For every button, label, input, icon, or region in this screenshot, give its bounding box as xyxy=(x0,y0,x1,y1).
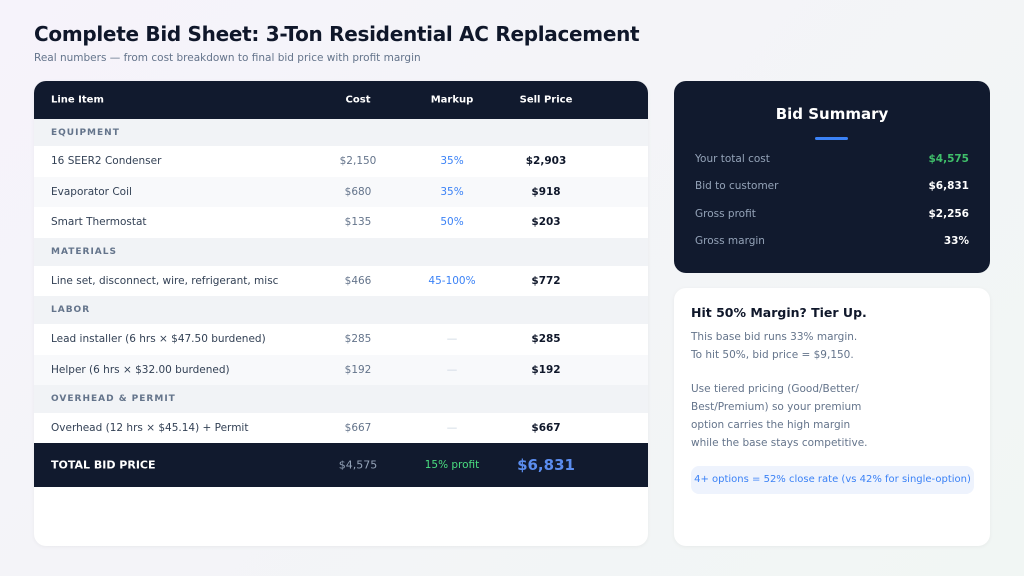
summary-row: Your total cost $4,575 xyxy=(695,153,969,165)
tip-line: option carries the high margin xyxy=(691,419,851,431)
tip-line: To hit 50%, bid price = $9,150. xyxy=(691,349,854,361)
column-header: Line Item xyxy=(51,94,104,106)
section-label: MATERIALS xyxy=(51,246,117,257)
section-label: EQUIPMENT xyxy=(51,127,120,138)
tip-line: Best/Premium) so your premium xyxy=(691,401,862,413)
accent-bar xyxy=(815,137,848,140)
section-label: OVERHEAD & PERMIT xyxy=(51,394,176,404)
summary-value: $6,831 xyxy=(928,180,969,193)
summary-card: Bid Summary Your total cost $4,575 Bid to … xyxy=(674,81,990,273)
total-cell: TOTAL BID PRICE xyxy=(51,458,156,472)
title: Complete Bid Sheet: 3-Ton Residential AC… xyxy=(34,22,640,46)
header-row: Line Item Cost Markup Sell Price xyxy=(34,81,648,119)
line-item-row: Smart Thermostat $135 50% $203 xyxy=(51,216,561,229)
line-item-row: Line set, disconnect, wire, refrigerant,… xyxy=(51,274,561,287)
callout: 4+ options = 52% close rate (vs 42% for … xyxy=(691,466,974,494)
cell: Overhead (12 hrs × $45.14) + Permit xyxy=(51,422,249,435)
bid-table: Line Item Cost Markup Sell Price EQUIPMENT 16… xyxy=(34,81,648,546)
section-row: LABOR xyxy=(34,296,648,324)
line-item-row: Helper (6 hrs × $32.00 burdened) $192— $19… xyxy=(34,354,648,385)
total-row: TOTAL BID PRICE $4,575 15% profit $6,831 xyxy=(34,443,648,487)
summary-value: 33% xyxy=(943,234,969,247)
cell: Smart Thermostat xyxy=(51,216,147,229)
summary-row: Gross margin 33% xyxy=(695,235,969,247)
line-item-row: Evaporator Coil $680 35% $918 xyxy=(34,176,648,207)
summary-title: Bid Summary xyxy=(775,105,889,123)
summary-label: Gross margin xyxy=(695,234,765,247)
tip-line: Use tiered pricing (Good/Better/ xyxy=(691,383,859,395)
section-row: EQUIPMENT xyxy=(34,119,648,146)
line-item-row: 16 SEER2 Condenser $2,150 35% $2,903 xyxy=(51,155,567,168)
tip-card: Hit 50% Margin? Tier Up. 4+ options = 52… xyxy=(674,288,990,546)
section-label: LABOR xyxy=(51,305,91,315)
cell: Evaporator Coil xyxy=(51,185,132,198)
subtitle: Real numbers — from cost breakdown to fi… xyxy=(34,52,421,64)
section-row: MATERIALS xyxy=(34,237,648,266)
cell: Line set, disconnect, wire, refrigerant,… xyxy=(51,274,279,287)
summary-label: Bid to customer xyxy=(695,180,779,193)
tip-line: This base bid runs 33% margin. xyxy=(691,331,858,343)
summary-label: Your total cost xyxy=(695,153,770,165)
tip-title: Hit 50% Margin? Tier Up. xyxy=(691,305,867,320)
cell: Lead installer (6 hrs × $47.50 burdened) xyxy=(51,333,266,346)
summary-value: $4,575 xyxy=(928,153,969,165)
line-item-row: Lead installer (6 hrs × $47.50 burdened)… xyxy=(51,333,561,346)
cell: Helper (6 hrs × $32.00 burdened) xyxy=(51,363,230,376)
section-row: OVERHEAD & PERMIT xyxy=(34,385,648,413)
line-item-row: Overhead (12 hrs × $45.14) + Permit $667—… xyxy=(51,422,561,435)
tip-line: while the base stays competitive. xyxy=(691,437,868,449)
summary-label: Gross profit xyxy=(695,207,756,220)
summary-row: Bid to customer $6,831 xyxy=(695,180,969,192)
summary-value: $2,256 xyxy=(928,207,969,220)
cell: 16 SEER2 Condenser xyxy=(51,155,162,168)
summary-row: Gross profit $2,256 xyxy=(695,208,969,220)
